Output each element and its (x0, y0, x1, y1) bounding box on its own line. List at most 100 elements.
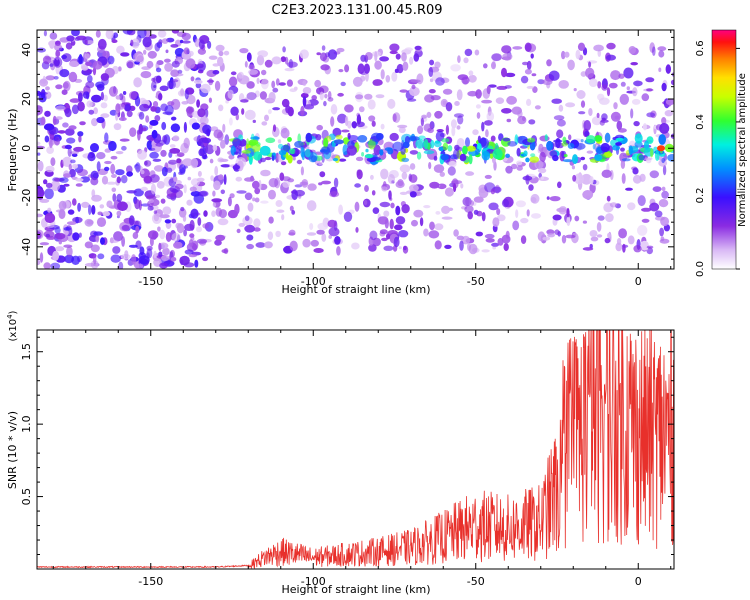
spectrogram-cell (219, 158, 229, 162)
spectrogram-cell (372, 79, 383, 86)
spectrogram-cell (282, 180, 290, 188)
spectrogram-cell (75, 216, 79, 224)
spectrogram-cell (229, 117, 233, 126)
spectrogram-panel: -150 -100 -50 0 -40 -20 0 20 40 Height of straig… (6, 29, 675, 296)
spectrogram-cell (126, 110, 133, 118)
spectrogram-cell (84, 218, 94, 227)
spectrogram-cell (359, 106, 365, 113)
spectrogram-cell (37, 141, 41, 146)
x-tick-label: -150 (138, 275, 163, 288)
spectrogram-cell (232, 138, 242, 148)
spectrogram-cell (116, 193, 123, 203)
spectrogram-cell (363, 199, 368, 206)
x-tick-label: -100 (301, 575, 326, 588)
spectrogram-cell (586, 150, 594, 154)
spectrogram-cell (254, 187, 261, 195)
spectrogram-cell (116, 210, 122, 217)
spectrogram-cell (170, 257, 177, 262)
spectrogram-cell (447, 145, 453, 152)
spectrogram-cell (183, 229, 188, 237)
spectrogram-cell (181, 40, 191, 44)
spectrogram-cell (320, 64, 330, 71)
spectrogram-cell (496, 208, 501, 216)
spectrogram-cell (429, 78, 434, 83)
spectrogram-cell (637, 195, 646, 207)
spectrogram-cell (92, 172, 99, 179)
spectrogram-cell (173, 176, 178, 182)
spectrogram-cell (488, 202, 499, 211)
spectrogram-cell (117, 103, 126, 110)
spectrogram-cell (381, 237, 388, 242)
spectrogram-cell (37, 152, 41, 156)
spectrogram-cell (237, 71, 244, 79)
spectrogram-cell (475, 89, 482, 99)
spectrogram-cell (147, 230, 159, 240)
spectrogram-cell (303, 104, 315, 110)
spectrogram-marks (37, 30, 674, 269)
spectrogram-cell (379, 201, 391, 208)
spectrogram-cell (330, 116, 335, 127)
spectrogram-cell (171, 30, 180, 34)
spectrogram-cell (475, 148, 480, 155)
spectrogram-cell (561, 50, 566, 60)
spectrogram-cell (501, 67, 507, 78)
spectrogram-cell (430, 95, 441, 101)
spectrogram-cell (534, 105, 541, 110)
spectrogram-cell (604, 237, 611, 244)
spectrogram-cell (197, 170, 202, 177)
spectrogram-cell (661, 190, 669, 199)
spectrogram-cell (561, 234, 567, 244)
spectrogram-cell (661, 157, 665, 164)
x-tick-label: 0 (635, 275, 642, 288)
spectrogram-cell (574, 173, 584, 185)
spectrogram-cell (398, 230, 409, 238)
spectrogram-cell (527, 137, 536, 143)
spectrogram-cell (252, 119, 256, 123)
spectrogram-cell (158, 242, 162, 251)
spectrogram-cell (86, 40, 94, 45)
spectrogram-cell (525, 157, 530, 163)
spectrogram-cell (375, 133, 384, 140)
spectrogram-cell (212, 202, 217, 208)
spectrogram-cell (641, 93, 650, 102)
spectrogram-cell (658, 50, 665, 58)
spectrogram-cell (235, 176, 243, 182)
spectrogram-cell (140, 186, 148, 192)
spectrogram-cell (454, 101, 460, 106)
spectrogram-cell (165, 232, 172, 242)
spectrogram-cell (111, 39, 118, 43)
spectrogram-cell (395, 205, 401, 216)
spectrogram-cell (387, 98, 396, 109)
spectrogram-cell (44, 110, 51, 117)
spectrogram-cell (511, 106, 522, 115)
spectrogram-cell (573, 88, 577, 92)
spectrogram-cell (43, 30, 48, 37)
spectrogram-cell (338, 204, 343, 215)
spectrogram-cell (264, 241, 273, 249)
spectrogram-cell (68, 163, 73, 171)
spectrogram-cell (627, 202, 636, 211)
spectrogram-cell (371, 190, 376, 196)
spectrogram-cell (45, 75, 55, 81)
spectrogram-cell (285, 104, 291, 114)
spectrogram-cell (413, 53, 420, 62)
spectrogram-cell (486, 111, 495, 122)
spectrogram-cell (246, 81, 255, 89)
spectrogram-cell (159, 229, 166, 240)
spectrogram-cell (568, 134, 572, 141)
spectrogram-cell (504, 72, 516, 78)
spectrogram-cell (355, 227, 359, 233)
spectrogram-cell (128, 244, 138, 248)
spectrogram-cell (155, 67, 162, 73)
spectrogram-cell (516, 147, 521, 157)
colorbar-label: Normalized spectral amplitude (737, 73, 748, 227)
spectrogram-cell (337, 92, 344, 97)
spectrogram-cell (268, 109, 272, 115)
y-tick-label: -40 (20, 238, 33, 256)
spectrogram-cell (447, 166, 456, 176)
spectrogram-cell (268, 189, 276, 200)
spectrogram-cell (650, 148, 654, 158)
spectrogram-cell (389, 50, 398, 55)
spectrogram-cell (558, 206, 568, 215)
spectrogram-cell (166, 167, 173, 173)
